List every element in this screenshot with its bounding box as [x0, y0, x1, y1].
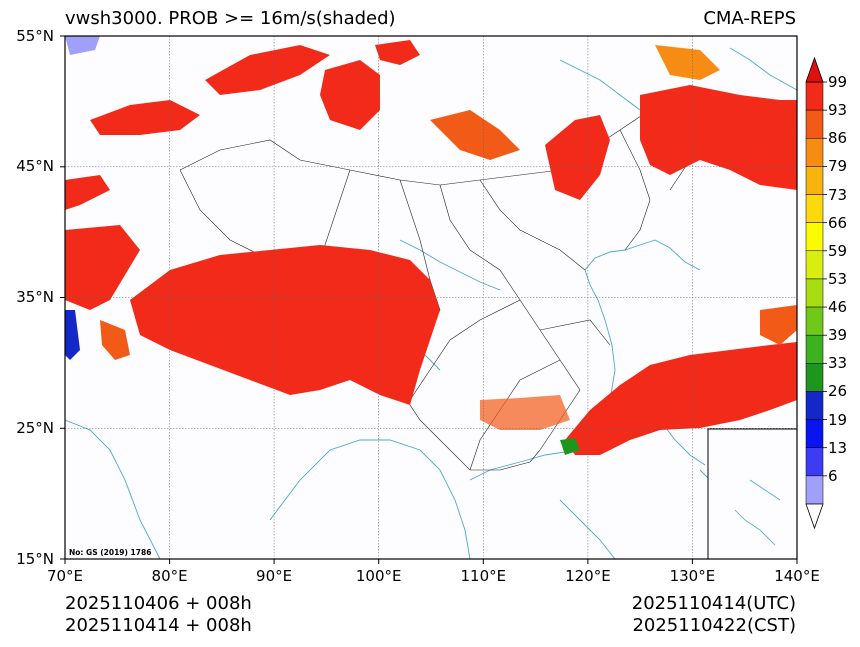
colorbar-swatch [805, 475, 824, 505]
colorbar-swatch [805, 278, 824, 308]
colorbar-tick-label: 39 [828, 326, 848, 345]
lon-label-100e: 100°E [355, 567, 402, 585]
colorbar-swatch [805, 250, 824, 280]
lat-label-35n: 35°N [16, 288, 54, 306]
init-time-line2: 2025110414 + 008h [65, 615, 252, 636]
colorbar [805, 56, 827, 530]
lon-label-120e: 120°E [565, 567, 611, 585]
axis-ticks [60, 35, 798, 564]
init-time-line1: 2025110406 + 008h [65, 593, 252, 614]
colorbar-swatch [805, 194, 824, 223]
lon-label-70e: 70°E [46, 567, 84, 585]
inset-map [707, 428, 798, 560]
lon-label-140e: 140°E [774, 567, 820, 585]
colorbar-swatch [805, 419, 824, 448]
lat-label-15n: 15°N [16, 550, 54, 568]
colorbar-tick-label: 33 [828, 354, 848, 373]
colorbar-swatch [805, 81, 824, 111]
lat-label-55n: 55°N [16, 27, 54, 45]
colorbar-tick-label: 46 [828, 298, 848, 317]
colorbar-tick-label: 53 [828, 269, 848, 288]
colorbar-swatch [805, 109, 824, 139]
grid-lines [65, 36, 797, 559]
lon-label-130e: 130°E [669, 567, 716, 585]
colorbar-tick-label: 99 [828, 73, 848, 91]
colorbar-tick-label: 59 [828, 241, 848, 260]
colorbar-swatch [805, 391, 824, 420]
colorbar-swatch [805, 138, 824, 167]
colorbar-tick-label: 86 [828, 129, 848, 148]
colorbar-tick-label: 79 [828, 157, 848, 176]
colorbar-swatch [805, 334, 824, 364]
map-title: vwsh3000. PROB >= 16m/s(shaded) [65, 8, 396, 29]
colorbar-tick-label: 26 [828, 382, 848, 401]
valid-time-utc: 2025110414(UTC) [631, 593, 796, 614]
probability-shading [65, 36, 797, 455]
valid-time-cst: 2025110422(CST) [632, 615, 796, 636]
colorbar-swatch [805, 447, 824, 477]
colorbar-min-arrow [805, 503, 824, 530]
colorbar-tick-label: 66 [828, 213, 848, 232]
lat-label-45n: 45°N [16, 157, 54, 175]
inset-coastline [734, 479, 781, 546]
lon-label-80e: 80°E [151, 567, 188, 585]
colorbar-swatch [805, 363, 824, 392]
colorbar-swatch [805, 166, 824, 195]
colorbar-tick-label: 73 [828, 185, 848, 204]
colorbar-swatch [805, 222, 824, 252]
colorbar-tick-label: 13 [828, 438, 848, 457]
lat-label-25n: 25°N [16, 419, 54, 437]
colorbar-tick-label: 6 [828, 466, 838, 485]
lon-label-110e: 110°E [460, 567, 507, 585]
model-name: CMA-REPS [703, 8, 796, 29]
colorbar-max-arrow [805, 56, 824, 83]
map-approval-number: No: GS (2019) 1786 [69, 548, 152, 557]
colorbar-swatch [805, 306, 824, 336]
colorbar-tick-label: 19 [828, 410, 848, 429]
lon-label-90e: 90°E [256, 567, 293, 585]
colorbar-tick-label: 93 [828, 101, 848, 120]
